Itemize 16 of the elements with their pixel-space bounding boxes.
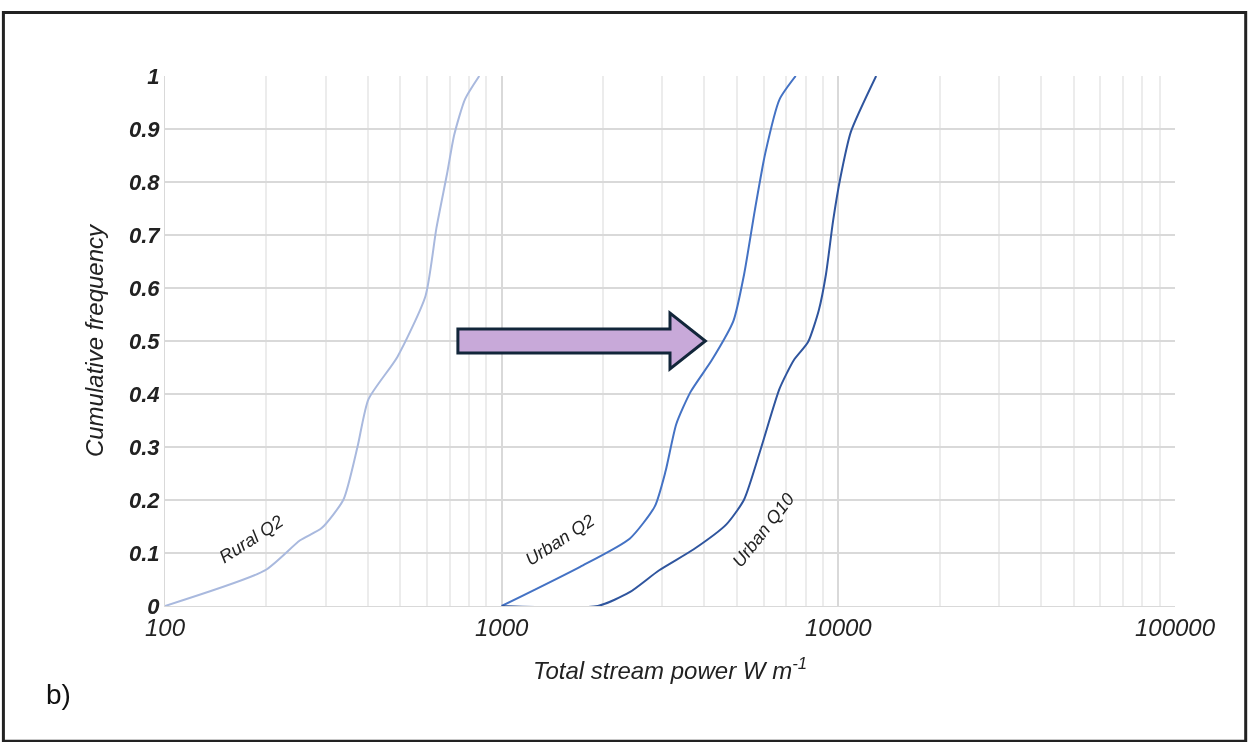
y-tick-label: 1	[147, 63, 160, 89]
x-tick-label: 10000	[804, 613, 873, 641]
y-tick-label: 0.8	[129, 169, 161, 195]
y-tick-label: 0.6	[129, 275, 161, 301]
y-tick-label: 0.5	[129, 328, 161, 354]
x-axis-title: Total stream power W m$^{-1}$	[532, 654, 808, 685]
x-tick-label: 100000	[1134, 613, 1216, 641]
y-tick-label: 0.1	[129, 540, 160, 566]
y-tick-label: 0.3	[129, 434, 160, 460]
x-tick-label: 1000	[474, 613, 530, 641]
y-axis-title: Cumulative frequency	[81, 222, 109, 458]
y-tick-label: 0.4	[129, 381, 160, 407]
y-tick-label: 0.9	[129, 116, 161, 142]
text: b)	[46, 679, 71, 710]
y-tick-label: 0.2	[129, 487, 161, 513]
y-tick-label: 0.7	[129, 222, 162, 248]
